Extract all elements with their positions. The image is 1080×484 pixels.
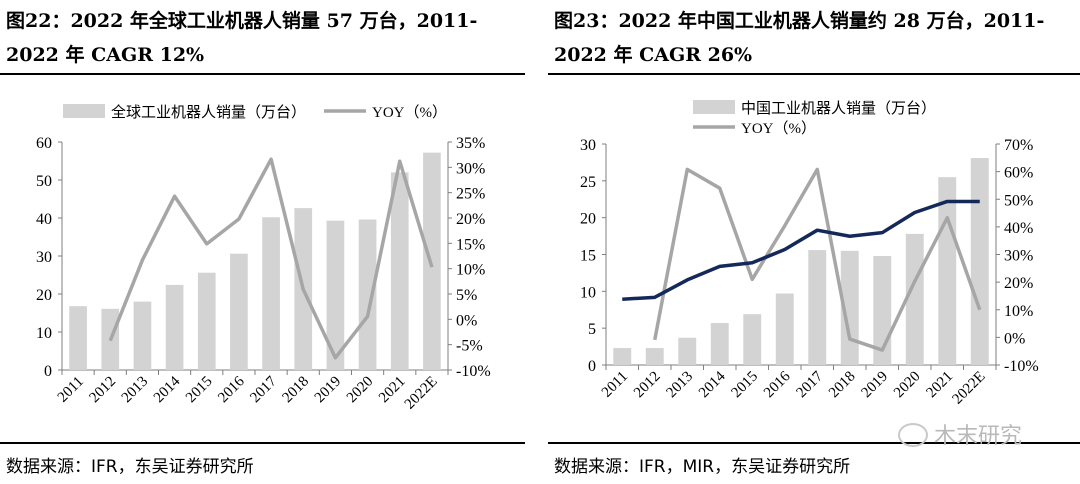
- y-right-tick-label: 10%: [456, 262, 485, 279]
- bar: [743, 314, 762, 365]
- bar: [678, 337, 697, 365]
- bar: [69, 306, 87, 370]
- y-left-tick-label: 10: [36, 325, 52, 342]
- y-left-tick-label: 20: [36, 287, 52, 304]
- y-left-tick-label: 10: [580, 284, 596, 301]
- x-tick-label: 2018: [280, 374, 313, 407]
- bar: [326, 220, 345, 370]
- y-right-tick-label: 5%: [456, 287, 477, 304]
- wechat-icon: [898, 423, 928, 447]
- y-right-tick-label: -10%: [1004, 358, 1039, 375]
- chart-title: 图23：2022 年中国工业机器人销量约 28 万台，2011-2022 年 C…: [554, 10, 1045, 66]
- bar: [390, 172, 409, 370]
- y-left-tick-label: 15: [580, 248, 596, 265]
- legend-bar-swatch: [63, 104, 105, 118]
- y-right-tick-label: 30%: [456, 160, 485, 177]
- y-left-tick-label: 60: [36, 135, 52, 152]
- x-tick-label: 2022E: [402, 374, 441, 413]
- bar: [230, 253, 248, 370]
- bar: [262, 217, 280, 370]
- y-right-tick-label: 60%: [1004, 165, 1033, 182]
- y-right-tick-label: 50%: [1004, 192, 1033, 209]
- y-right-tick-label: 35%: [456, 135, 485, 152]
- x-tick-label: 2011: [599, 369, 631, 401]
- x-tick-label: 2015: [183, 374, 216, 407]
- legend-label: YOY（%）: [372, 104, 447, 121]
- title-rule: [0, 73, 525, 75]
- y-right-tick-label: -5%: [456, 338, 483, 355]
- y-left-tick-label: 0: [588, 358, 596, 375]
- global-sales-chart: 0 10 20 30 40 50 60 -10% -5% 0% 5% 10% 15% 20% 25% 30% 3…: [36, 103, 491, 413]
- y-right-tick-label: 25%: [456, 186, 485, 203]
- china-sales-chart: 0 5 10 15 20 25 30 -10% 0% 10% 20% 30% 40% 50% 60% 70% 2…: [580, 100, 1039, 408]
- bar: [808, 250, 827, 365]
- y-right-tick-label: 0%: [1004, 330, 1025, 347]
- y-left-tick-label: 20: [580, 211, 596, 228]
- x-tick-label: 2013: [119, 374, 152, 407]
- source-note: 数据来源：IFR，MIR，东吴证券研究所: [554, 457, 851, 477]
- x-tick-label: 2014: [151, 373, 184, 406]
- x-tick-label: 2016: [761, 368, 794, 401]
- x-tick-label: 2019: [859, 369, 892, 402]
- y-left-tick-label: 30: [36, 249, 52, 266]
- x-tick-label: 2012: [631, 369, 664, 402]
- x-tick-label: 2020: [344, 374, 377, 407]
- bar: [133, 301, 152, 370]
- x-tick-label: 2014: [696, 368, 729, 401]
- y-right-tick-label: 30%: [1004, 248, 1033, 265]
- y-left-tick-label: 30: [580, 137, 596, 154]
- y-right-tick-label: 70%: [1004, 137, 1033, 154]
- bar: [710, 323, 729, 365]
- x-tick-label: 2017: [247, 373, 280, 406]
- x-tick-label: 2022E: [950, 369, 989, 408]
- title-rule: [548, 73, 1080, 75]
- bar: [840, 250, 859, 365]
- y-left-tick-label: 5: [588, 321, 596, 338]
- source-note: 数据来源：IFR，东吴证券研究所: [6, 457, 254, 477]
- bar: [905, 233, 924, 365]
- bar: [645, 348, 664, 365]
- y-right-tick-label: -10%: [456, 363, 491, 380]
- x-tick-label: 2015: [729, 369, 762, 402]
- y-left-tick-label: 25: [580, 174, 596, 191]
- y-right-tick-label: 40%: [1004, 220, 1033, 237]
- y-right-tick-label: 20%: [1004, 275, 1033, 292]
- watermark-text: 木末研究: [934, 424, 1023, 449]
- chart-title: 图22：2022 年全球工业机器人销量 57 万台，2011-2022 年 CA…: [6, 10, 478, 66]
- x-tick-label: 2017: [794, 368, 827, 401]
- bar: [613, 348, 632, 365]
- yoy-line: [653, 167, 982, 352]
- bar: [970, 157, 989, 365]
- y-right-tick-label: 0%: [456, 312, 477, 329]
- source-rule: [548, 442, 1080, 444]
- x-tick-label: 2011: [55, 374, 87, 406]
- x-tick-label: 2018: [826, 369, 859, 402]
- y-right-tick-label: 20%: [456, 211, 485, 228]
- x-tick-label: 2012: [87, 374, 120, 407]
- chart-panel-china: 图23：2022 年中国工业机器人销量约 28 万台，2011-2022 年 C…: [548, 0, 1080, 484]
- bar: [197, 272, 216, 370]
- legend-label: 全球工业机器人销量（万台）: [111, 103, 306, 121]
- bar: [165, 284, 184, 370]
- x-tick-label: 2020: [891, 369, 924, 402]
- legend-label: 中国工业机器人销量（万台）: [741, 100, 936, 117]
- watermark: 木末研究: [898, 418, 1022, 450]
- share-line: [622, 199, 980, 301]
- y-right-tick-label: 10%: [1004, 303, 1033, 320]
- y-right-tick-label: 15%: [456, 236, 485, 253]
- yoy-line: [108, 157, 434, 360]
- y-left-tick-label: 50: [36, 173, 52, 190]
- source-rule: [0, 442, 525, 444]
- chart-panel-global: 图22：2022 年全球工业机器人销量 57 万台，2011-2022 年 CA…: [0, 0, 525, 484]
- y-left-tick-label: 0: [44, 363, 52, 380]
- y-left-tick-label: 40: [36, 211, 52, 228]
- x-tick-label: 2013: [664, 369, 697, 402]
- x-tick-label: 2019: [312, 374, 345, 407]
- legend-bar-swatch: [693, 100, 735, 114]
- legend-label: YOY（%）: [741, 120, 816, 137]
- bar: [775, 293, 794, 365]
- x-tick-label: 2016: [215, 373, 248, 406]
- bar: [358, 219, 377, 370]
